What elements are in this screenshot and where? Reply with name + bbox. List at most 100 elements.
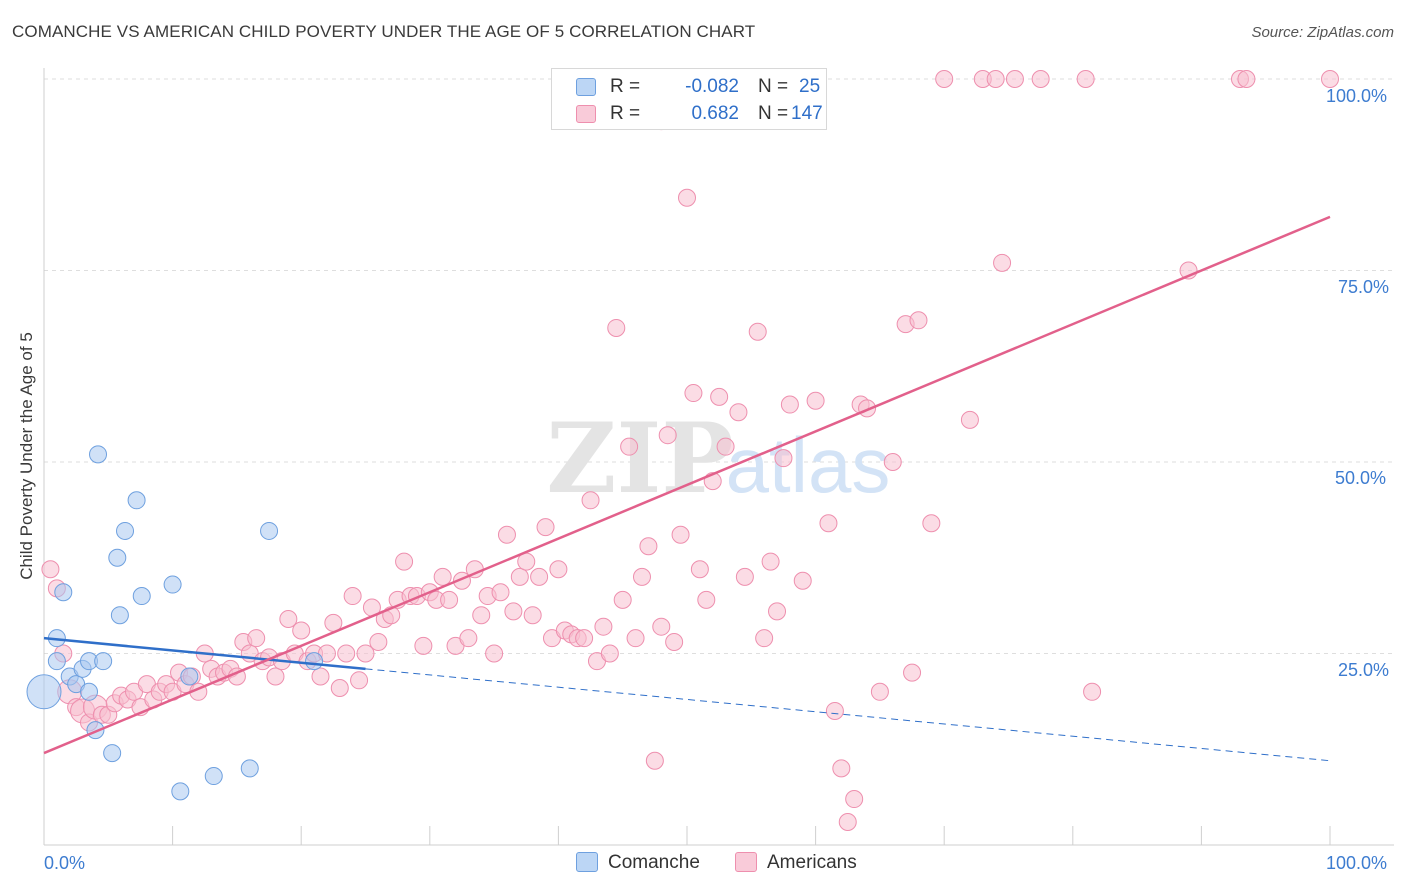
comanche-points: [26, 445, 324, 801]
americans-point: [395, 552, 414, 571]
americans-point: [761, 552, 780, 571]
americans-point: [279, 610, 298, 629]
americans-swatch: [576, 105, 596, 123]
americans-point: [620, 437, 639, 456]
trend-lines: [43, 215, 1331, 762]
americans-r-value: 0.682: [691, 103, 739, 124]
americans-point: [710, 387, 729, 406]
americans-point: [716, 437, 735, 456]
americans-point: [671, 525, 690, 544]
americans-point: [1237, 70, 1256, 88]
americans-point: [838, 813, 857, 832]
americans-point: [697, 590, 716, 609]
americans-point: [266, 667, 285, 686]
x-tick-label-min: 0.0%: [44, 853, 86, 873]
americans-point: [497, 525, 516, 544]
comanche-point: [180, 667, 199, 686]
comanche-swatch: [576, 78, 596, 96]
americans-point: [292, 621, 311, 640]
legend-item-americans: Americans: [735, 852, 857, 874]
americans-point: [845, 790, 864, 809]
americans-point: [414, 636, 433, 655]
americans-point: [690, 560, 709, 579]
y-tick-label-100: 100.0%: [1326, 86, 1388, 106]
americans-point: [330, 678, 349, 697]
comanche-r-label: R =: [610, 76, 641, 97]
watermark-zip: ZIP: [546, 402, 733, 515]
comanche-point: [110, 606, 129, 625]
americans-point: [684, 384, 703, 403]
americans-point: [793, 571, 812, 590]
americans-point: [1031, 70, 1050, 88]
comanche-point: [305, 652, 324, 671]
americans-point: [613, 590, 632, 609]
americans-n-value: 147: [791, 103, 823, 124]
comanche-point: [89, 445, 108, 464]
americans-point: [536, 518, 555, 537]
americans-point: [510, 567, 529, 586]
y-tick-label-50: 50.0%: [1335, 468, 1387, 488]
americans-point: [485, 644, 504, 663]
americans-point: [530, 567, 549, 586]
y-tick-label-25: 25.0%: [1338, 660, 1390, 680]
legend-americans-label: Americans: [767, 852, 857, 873]
comanche-n-value: 25: [799, 76, 821, 97]
comanche-point: [26, 674, 62, 710]
americans-point: [755, 629, 774, 648]
americans-point: [504, 602, 523, 621]
americans-r-label: R =: [610, 103, 641, 124]
americans-trend-line: [43, 215, 1331, 755]
americans-point: [472, 606, 491, 625]
americans-point: [768, 602, 787, 621]
americans-point: [549, 560, 568, 579]
chart-title: COMANCHE VS AMERICAN CHILD POVERTY UNDER…: [12, 22, 756, 41]
americans-point: [780, 395, 799, 414]
americans-point: [523, 606, 542, 625]
americans-point: [337, 644, 356, 663]
comanche-point: [132, 587, 151, 606]
americans-point: [735, 567, 754, 586]
americans-point: [632, 567, 651, 586]
americans-point: [600, 644, 619, 663]
americans-point: [832, 759, 851, 778]
comanche-point: [240, 759, 259, 778]
x-tick-label-max: 100.0%: [1326, 853, 1388, 873]
americans-point: [658, 426, 677, 445]
americans-point: [343, 587, 362, 606]
axes: [43, 68, 1394, 846]
americans-point: [594, 617, 613, 636]
comanche-point: [127, 491, 146, 510]
americans-point: [581, 491, 600, 510]
legend-americans-swatch: [735, 852, 757, 872]
americans-point: [883, 453, 902, 471]
americans-point: [311, 667, 330, 686]
americans-point: [870, 682, 889, 701]
americans-point: [819, 514, 838, 533]
americans-point: [909, 311, 928, 330]
y-tick-label-75: 75.0%: [1338, 277, 1390, 297]
americans-point: [678, 188, 696, 207]
americans-point: [433, 567, 452, 586]
americans-point: [369, 633, 388, 652]
americans-point: [440, 590, 459, 609]
americans-point: [247, 629, 266, 648]
americans-point: [350, 671, 369, 690]
americans-point: [665, 633, 684, 652]
comanche-point: [204, 767, 223, 786]
americans-point: [806, 391, 825, 410]
comanche-point: [94, 652, 113, 671]
americans-point: [41, 560, 60, 579]
americans-point: [986, 70, 1005, 88]
americans-point: [1076, 70, 1095, 88]
comanche-point: [116, 521, 135, 540]
americans-point: [903, 663, 922, 682]
americans-point: [652, 617, 671, 636]
comanche-point: [260, 521, 279, 540]
americans-point: [356, 644, 375, 663]
americans-point: [639, 537, 658, 556]
comanche-r-value: -0.082: [685, 76, 739, 97]
americans-point: [645, 751, 664, 770]
americans-point: [960, 410, 979, 429]
comanche-point: [108, 548, 127, 567]
americans-point: [607, 318, 626, 337]
